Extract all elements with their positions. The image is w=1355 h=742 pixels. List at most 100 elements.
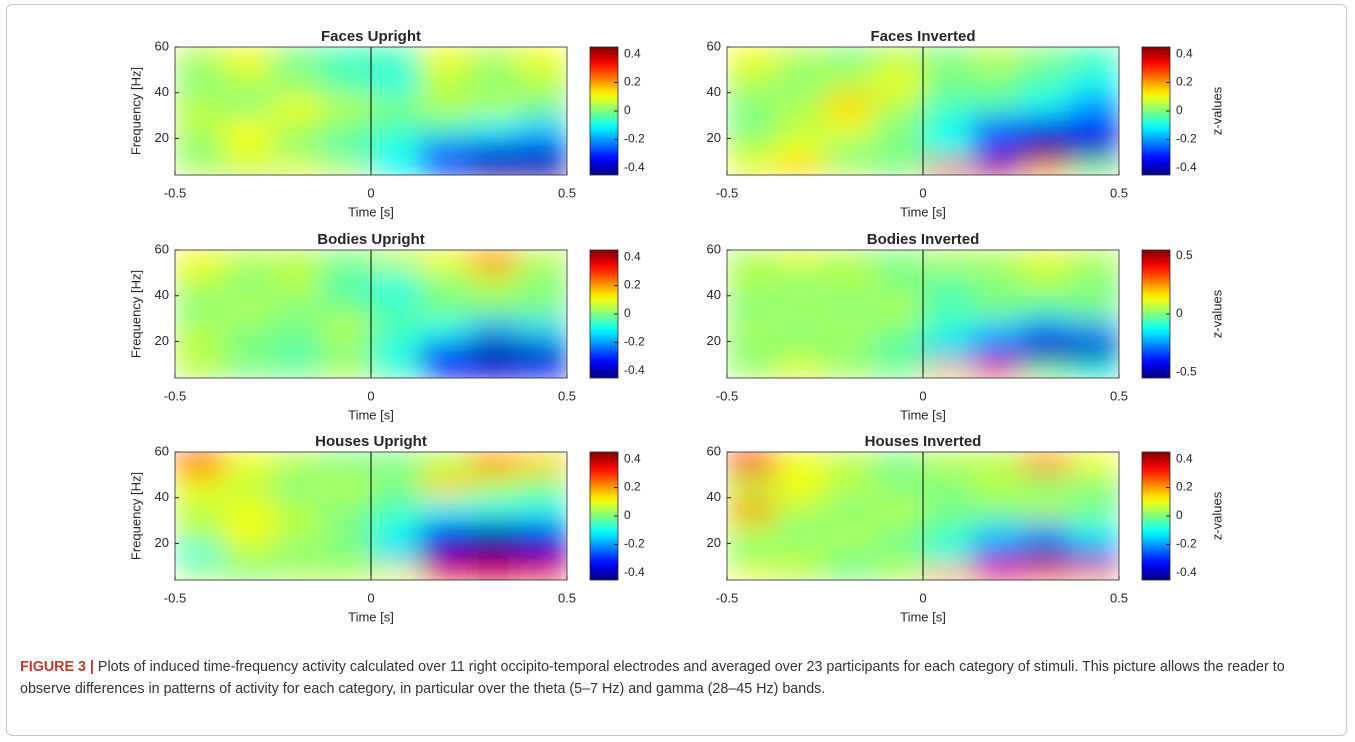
heatmap-cell (371, 520, 421, 544)
heatmap-cell (420, 115, 470, 139)
colorbar-tick-label: 0.4 (1176, 46, 1193, 60)
heatmap-cell (1070, 138, 1119, 160)
heatmap-cell (371, 564, 421, 580)
heatmap-cell (874, 341, 924, 363)
heatmap-cell (273, 92, 323, 117)
heatmap-cell (224, 543, 274, 565)
heatmap-cell (972, 520, 1022, 544)
heatmap-cell (469, 138, 519, 160)
heatmap-cell (175, 497, 225, 522)
heatmap-cell (1021, 250, 1071, 274)
heatmap-cell (1021, 497, 1071, 522)
heatmap-area (175, 452, 567, 580)
colorbar-tick-label: -0.4 (624, 565, 645, 579)
heatmap-cell (1070, 47, 1119, 71)
heatmap (727, 250, 1119, 378)
colorbar-tick-label: 0.5 (1176, 248, 1193, 262)
colorbar-label: z-values (1209, 86, 1224, 135)
y-tick-label: 20 (707, 333, 721, 348)
heatmap-cell (923, 115, 973, 139)
heatmap-cell (518, 115, 567, 139)
heatmap-cell (972, 474, 1022, 499)
heatmap-cell (322, 115, 372, 139)
heatmap-cell (1021, 564, 1071, 580)
heatmap-cell (825, 115, 875, 139)
heatmap (175, 47, 567, 175)
heatmap-cell (175, 69, 225, 94)
heatmap-cell (1070, 159, 1119, 175)
y-axis-label: Frequency [Hz] (128, 472, 143, 560)
caption-label: FIGURE 3 (20, 659, 86, 675)
heatmap-cell (322, 69, 372, 94)
heatmap-cell (923, 69, 973, 94)
heatmap-cell (322, 452, 372, 476)
heatmap-cell (273, 69, 323, 94)
colorbar-tick-label: 0.4 (1176, 451, 1193, 465)
heatmap-cell (825, 159, 875, 175)
heatmap-cell (1021, 474, 1071, 499)
heatmap-cell (972, 159, 1022, 175)
heatmap-cell (972, 250, 1022, 274)
heatmap-cell (727, 92, 777, 117)
heatmap-cell (972, 138, 1022, 160)
heatmap-cell (371, 497, 421, 522)
heatmap-cell (175, 138, 225, 160)
heatmap-cell (1021, 318, 1071, 342)
heatmap-cell (273, 497, 323, 522)
heatmap-cell (972, 341, 1022, 363)
heatmap-cell (874, 362, 924, 378)
heatmap-cell (776, 295, 826, 320)
panel-title: Faces Upright (321, 28, 421, 45)
heatmap-cell (874, 474, 924, 499)
colorbar-tick-label: -0.4 (1176, 565, 1197, 579)
heatmap-cell (371, 69, 421, 94)
x-axis-label: Time [s] (900, 204, 946, 219)
heatmap-cell (518, 92, 567, 117)
x-tick-label: 0.5 (558, 388, 576, 403)
heatmap-cell (825, 452, 875, 476)
heatmap-cell (776, 92, 826, 117)
heatmap-cell (175, 362, 225, 378)
heatmap-cell (273, 341, 323, 363)
heatmap-cell (1070, 250, 1119, 274)
heatmap-cell (518, 295, 567, 320)
heatmap-cell (518, 564, 567, 580)
heatmap-cell (923, 497, 973, 522)
y-tick-label: 60 (707, 443, 721, 458)
heatmap-cell (371, 295, 421, 320)
heatmap-cell (469, 47, 519, 71)
heatmap-cell (273, 318, 323, 342)
heatmap-cell (273, 543, 323, 565)
heatmap-cell (175, 159, 225, 175)
heatmap-cell (874, 47, 924, 71)
x-tick-label: 0 (367, 590, 374, 605)
heatmap-cell (923, 272, 973, 297)
heatmap-cell (776, 69, 826, 94)
heatmap-cell (1021, 543, 1071, 565)
heatmap-cell (1070, 520, 1119, 544)
heatmap-cell (727, 318, 777, 342)
heatmap-cell (322, 520, 372, 544)
heatmap-cell (371, 159, 421, 175)
heatmap-cell (874, 295, 924, 320)
heatmap-cell (874, 250, 924, 274)
heatmap-cell (469, 318, 519, 342)
heatmap (727, 452, 1119, 580)
heatmap-cell (972, 92, 1022, 117)
caption: FIGURE 3 | Plots of induced time-frequen… (20, 656, 1330, 700)
heatmap-cell (776, 318, 826, 342)
heatmap-cell (224, 474, 274, 499)
heatmap-cell (273, 452, 323, 476)
heatmap-cell (469, 69, 519, 94)
heatmap-cell (420, 341, 470, 363)
colorbar-tick-label: -0.2 (1176, 537, 1197, 551)
heatmap-cell (923, 341, 973, 363)
heatmap-cell (825, 474, 875, 499)
heatmap-cell (874, 138, 924, 160)
y-tick-label: 60 (155, 38, 169, 53)
heatmap-cell (923, 250, 973, 274)
heatmap-cell (469, 564, 519, 580)
heatmap-cell (923, 47, 973, 71)
heatmap-cell (322, 564, 372, 580)
heatmap-cell (825, 138, 875, 160)
